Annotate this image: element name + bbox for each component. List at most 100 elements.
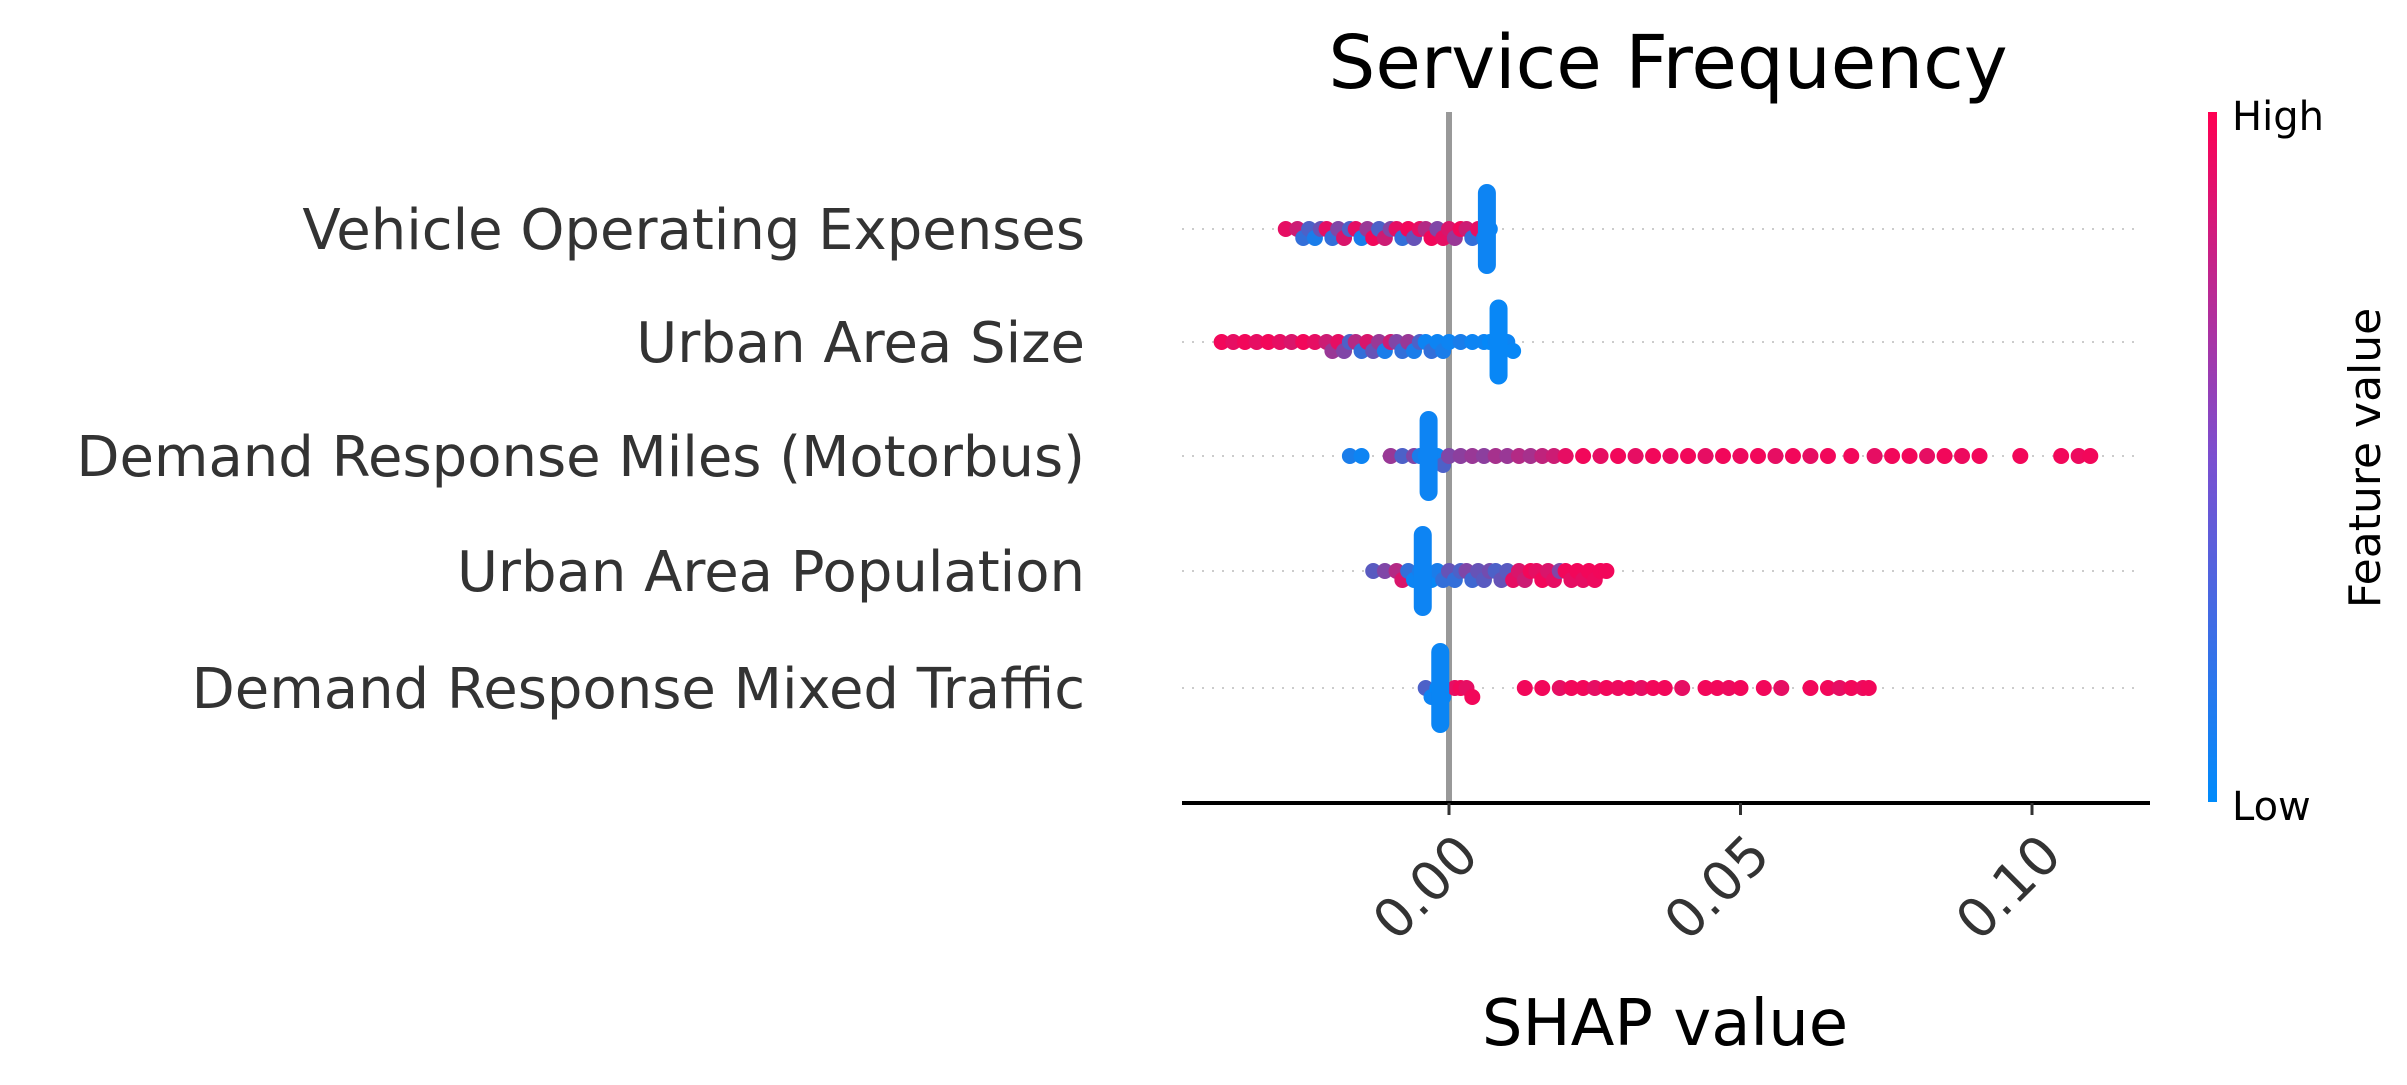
shap-point: [1645, 680, 1662, 696]
shap-point: [1831, 680, 1848, 696]
shap-point: [1610, 448, 1627, 464]
shap-point: [1522, 448, 1539, 464]
colorbar-gradient: [2208, 112, 2217, 802]
shap-point: [1516, 680, 1533, 696]
shap-point: [1563, 680, 1580, 696]
feature-label: Urban Area Population: [457, 540, 1085, 605]
feature-label: Demand Response Miles (Motorbus): [76, 425, 1085, 490]
shap-point: [1353, 448, 1370, 464]
shap-point: [1441, 334, 1457, 350]
shap-point: [1802, 680, 1819, 696]
shap-point: [1755, 680, 1772, 696]
shap-point: [1627, 448, 1644, 464]
x-tick-label: 0.10: [1944, 823, 2074, 953]
shap-point: [2082, 448, 2099, 464]
shap-point: [1919, 448, 1936, 464]
shap-point: [1901, 448, 1918, 464]
shap-point: [1277, 221, 1294, 237]
x-tick-label: 0.00: [1361, 823, 1491, 953]
shap-point: [1213, 334, 1230, 350]
shap-point: [1575, 680, 1592, 696]
shap-point: [1784, 448, 1801, 464]
shap-point: [1633, 680, 1650, 696]
shap-point: [1732, 680, 1749, 696]
shap-point: [1802, 448, 1819, 464]
shap-point: [1598, 680, 1615, 696]
shap-point-cluster: [1413, 526, 1432, 616]
shap-point: [1954, 448, 1971, 464]
shap-point: [1475, 448, 1492, 464]
shap-point: [1586, 680, 1603, 696]
feature-label: Urban Area Size: [636, 311, 1085, 376]
shap-point: [1225, 334, 1242, 350]
shap-point: [1662, 448, 1679, 464]
shap-point: [1680, 448, 1697, 464]
shap-point: [1843, 680, 1860, 696]
shap-point: [1236, 334, 1253, 350]
shap-point: [1534, 448, 1551, 464]
shap-point: [1545, 448, 1562, 464]
shap-point: [1464, 448, 1481, 464]
shap-point: [1674, 680, 1691, 696]
colorbar-high-label: High: [2232, 94, 2324, 140]
shap-point: [1376, 563, 1393, 579]
shap-point-cluster: [1489, 299, 1508, 385]
chart-title: Service Frequency: [1328, 20, 2007, 106]
shap-point: [1248, 334, 1265, 350]
colorbar-low-label: Low: [2232, 784, 2311, 830]
x-axis-ticks: 0.00 0.05 0.10: [1361, 803, 2074, 953]
shap-point: [1394, 448, 1411, 464]
shap-point: [1971, 448, 1988, 464]
shap-point: [1610, 680, 1627, 696]
shap-point: [1749, 448, 1766, 464]
shap-point-cluster: [1431, 643, 1450, 733]
shap-point: [1592, 448, 1609, 464]
shap-point: [1715, 448, 1732, 464]
shap-point: [1860, 680, 1877, 696]
shap-point: [1260, 334, 1277, 350]
feature-rows: Vehicle Operating Expenses Urban Area Siz…: [76, 198, 2142, 722]
shap-point: [1697, 448, 1714, 464]
shap-point-cluster: [1419, 411, 1438, 501]
shap-point: [1341, 448, 1358, 464]
shap-point: [1551, 680, 1568, 696]
shap-point: [1843, 448, 1860, 464]
shap-point: [1295, 334, 1312, 350]
shap-point: [1452, 448, 1469, 464]
colorbar-title: Feature value: [2340, 308, 2391, 608]
shap-point: [1271, 334, 1288, 350]
shap-point: [1720, 680, 1737, 696]
shap-point: [1487, 448, 1504, 464]
shap-point: [1936, 448, 1953, 464]
shap-point: [1598, 563, 1615, 579]
shap-point: [1656, 680, 1673, 696]
shap-point: [1575, 448, 1592, 464]
shap-point: [1884, 448, 1901, 464]
shap-point: [1441, 448, 1457, 464]
shap-point: [1464, 334, 1481, 350]
x-axis-label: SHAP value: [1482, 987, 1848, 1061]
shap-point: [1645, 448, 1662, 464]
shap-point: [1709, 680, 1726, 696]
shap-point: [1464, 689, 1481, 705]
shap-point-cluster: [1477, 184, 1496, 274]
shap-point: [2053, 448, 2070, 464]
shap-point: [1773, 680, 1790, 696]
shap-point: [1382, 448, 1399, 464]
shap-point: [2070, 448, 2087, 464]
shap-point: [1557, 448, 1574, 464]
shap-point: [1365, 563, 1382, 579]
shap-point: [1534, 680, 1551, 696]
shap-point: [2012, 448, 2029, 464]
shap-point: [1767, 448, 1784, 464]
shap-point: [1866, 448, 1883, 464]
shap-point: [1499, 448, 1516, 464]
colorbar: High Low Feature value: [2208, 94, 2391, 830]
shap-point: [1283, 334, 1300, 350]
shap-point: [1510, 448, 1527, 464]
shap-point: [1306, 334, 1323, 350]
shap-point: [1621, 680, 1638, 696]
shap-point: [1505, 343, 1522, 359]
data-points: [1213, 184, 2099, 733]
